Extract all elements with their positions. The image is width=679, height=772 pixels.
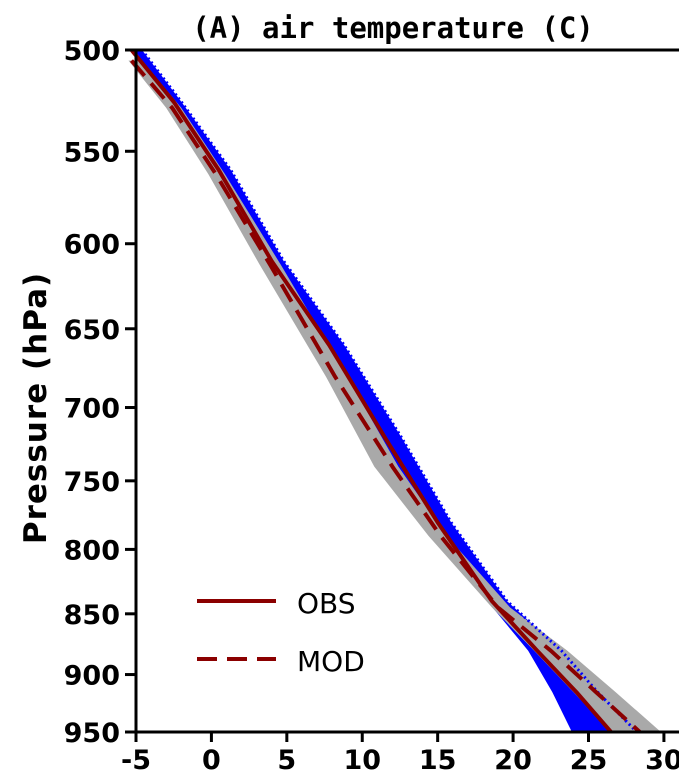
ytick-label: 750 (64, 467, 120, 498)
ytick-label: 800 (64, 535, 120, 566)
y-axis-label: Pressure (hPa) (18, 272, 54, 544)
band-edge-obs (140, 49, 638, 734)
ytick-label: 950 (64, 718, 120, 749)
band-obs (134, 50, 637, 732)
xtick-label: 10 (343, 745, 381, 772)
xtick-label: 30 (645, 745, 679, 772)
xtick-label: 15 (419, 745, 457, 772)
legend-label-mod: MOD (297, 645, 365, 678)
xtick-label: 0 (202, 745, 221, 772)
xtick-label: -5 (121, 745, 151, 772)
xtick-label: 20 (494, 745, 532, 772)
chart-title: (A) air temperature (C) (192, 11, 594, 45)
ytick-label: 500 (64, 36, 120, 67)
series-line-mod (129, 59, 642, 734)
ytick-label: 900 (64, 661, 120, 692)
x-ticks: -5 0 5 10 15 20 25 30 (121, 732, 679, 772)
confidence-bands (128, 49, 661, 734)
ytick-label: 600 (64, 230, 120, 261)
ytick-label: 700 (64, 394, 120, 425)
ytick-label: 550 (64, 137, 120, 168)
y-ticks: 500 550 600 650 700 750 800 850 900 950 (64, 36, 136, 749)
legend-label-obs: OBS (297, 587, 356, 620)
band-mod (128, 60, 661, 733)
profile-lines (129, 48, 642, 734)
ytick-label: 650 (64, 315, 120, 346)
ytick-label: 850 (64, 600, 120, 631)
series-line-obs (129, 48, 613, 734)
xtick-label: 5 (277, 745, 296, 772)
xtick-label: 25 (570, 745, 608, 772)
legend: OBS MOD (197, 587, 365, 678)
